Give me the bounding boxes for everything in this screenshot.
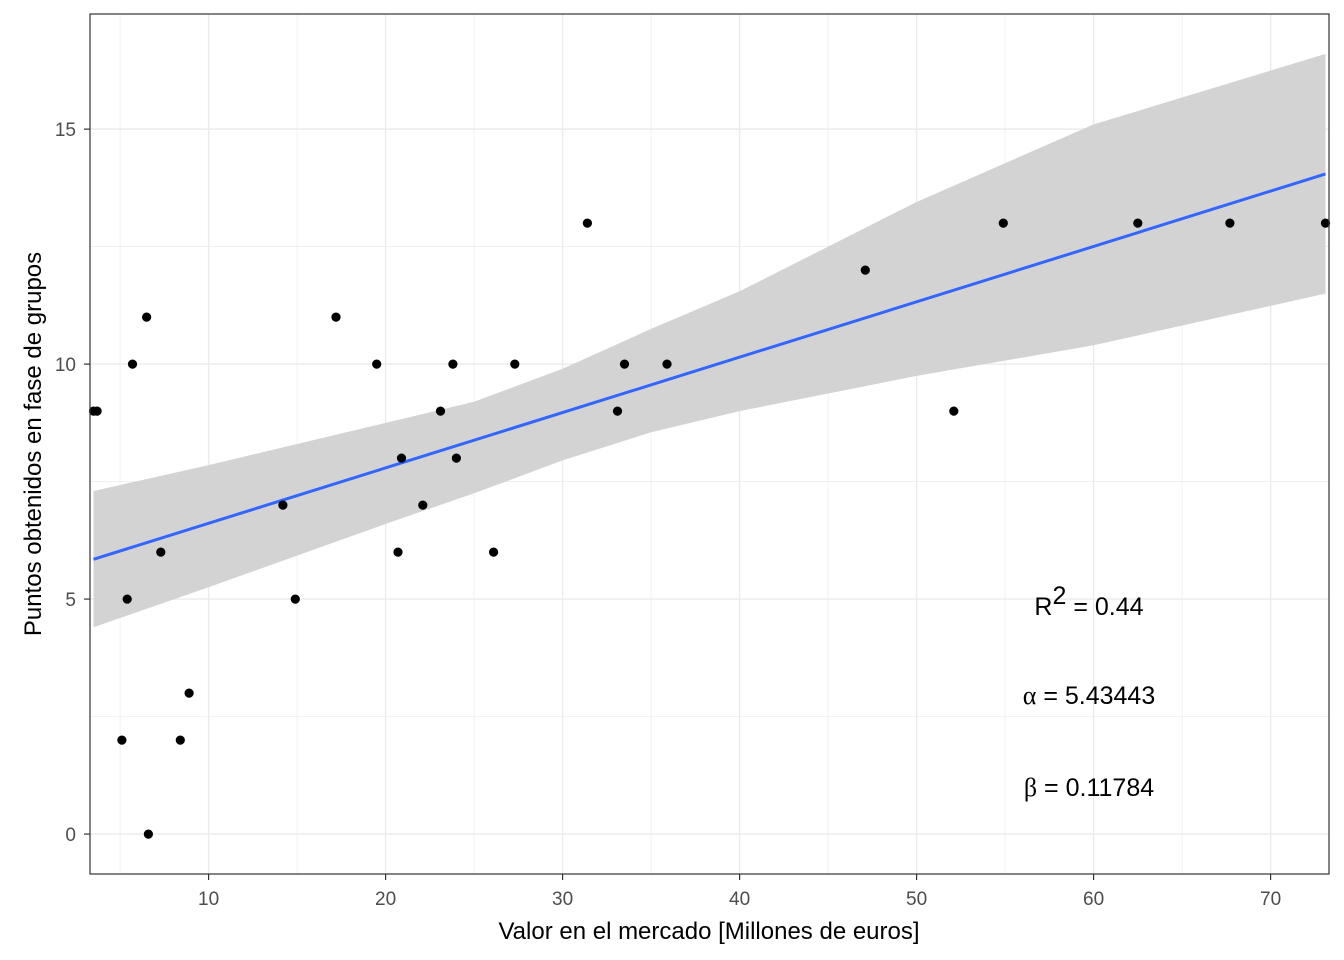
x-tick-label: 50	[906, 889, 927, 910]
data-point	[1225, 218, 1235, 228]
data-point	[290, 594, 300, 604]
alpha-symbol: α	[1023, 681, 1037, 710]
x-axis-title: Valor en el mercado [Millones de euros]	[498, 918, 919, 945]
data-point	[372, 359, 382, 369]
data-point	[143, 829, 153, 839]
y-tick-label: 5	[65, 590, 76, 611]
data-point	[418, 500, 428, 510]
data-points	[88, 218, 1331, 839]
alpha-annotation: α = 5.43443	[1023, 681, 1156, 710]
x-tick-label: 30	[552, 889, 573, 910]
data-point	[393, 547, 403, 557]
x-tick-label: 70	[1260, 889, 1281, 910]
data-point	[396, 453, 407, 463]
data-point	[278, 500, 288, 510]
data-point	[998, 218, 1008, 228]
panel-border	[89, 13, 1330, 875]
data-point	[949, 406, 959, 416]
data-point	[435, 406, 446, 416]
alpha-value: 5.43443	[1065, 682, 1155, 710]
data-point	[156, 547, 166, 557]
data-point	[1320, 218, 1331, 228]
regression-line	[93, 172, 1326, 561]
beta-equals: =	[1037, 774, 1066, 802]
data-point	[662, 359, 672, 369]
r-squared-equals: =	[1066, 593, 1095, 621]
x-tick-label: 60	[1083, 889, 1104, 910]
data-point	[448, 359, 458, 369]
data-point	[117, 735, 127, 745]
data-point	[175, 735, 185, 745]
y-tick-label: 10	[55, 355, 76, 376]
y-axis-title: Puntos obtenidos en fase de grupos	[20, 252, 47, 636]
r-squared-annotation: R2 = 0.44	[1034, 582, 1143, 621]
data-point	[612, 406, 623, 416]
data-point	[1133, 218, 1143, 228]
beta-annotation: β = 0.11784	[1024, 773, 1154, 802]
y-tick-label: 0	[65, 825, 76, 846]
y-tick-label: 15	[55, 120, 76, 141]
x-tick-label: 40	[729, 889, 750, 910]
data-point	[619, 359, 630, 369]
data-point	[92, 406, 102, 416]
data-point	[860, 265, 870, 275]
beta-symbol: β	[1024, 773, 1037, 802]
axes: 10 20 30 40 50 60 70 0 5 10 15	[55, 120, 1281, 910]
r-squared-value: 0.44	[1095, 593, 1144, 621]
data-point	[122, 594, 132, 604]
x-tick-label: 20	[375, 889, 396, 910]
data-point	[582, 218, 593, 228]
confidence-band	[93, 53, 1326, 628]
beta-value: 0.11784	[1066, 774, 1155, 802]
data-point	[184, 688, 194, 698]
data-point	[127, 359, 138, 369]
data-point	[142, 312, 152, 322]
data-point	[510, 359, 520, 369]
data-point	[489, 547, 499, 557]
data-point	[451, 453, 461, 463]
data-point	[331, 312, 341, 322]
x-tick-label: 10	[198, 889, 219, 910]
alpha-equals: =	[1036, 682, 1065, 710]
r-squared-superscript: 2	[1052, 582, 1066, 610]
r-squared-symbol: R	[1034, 593, 1052, 621]
